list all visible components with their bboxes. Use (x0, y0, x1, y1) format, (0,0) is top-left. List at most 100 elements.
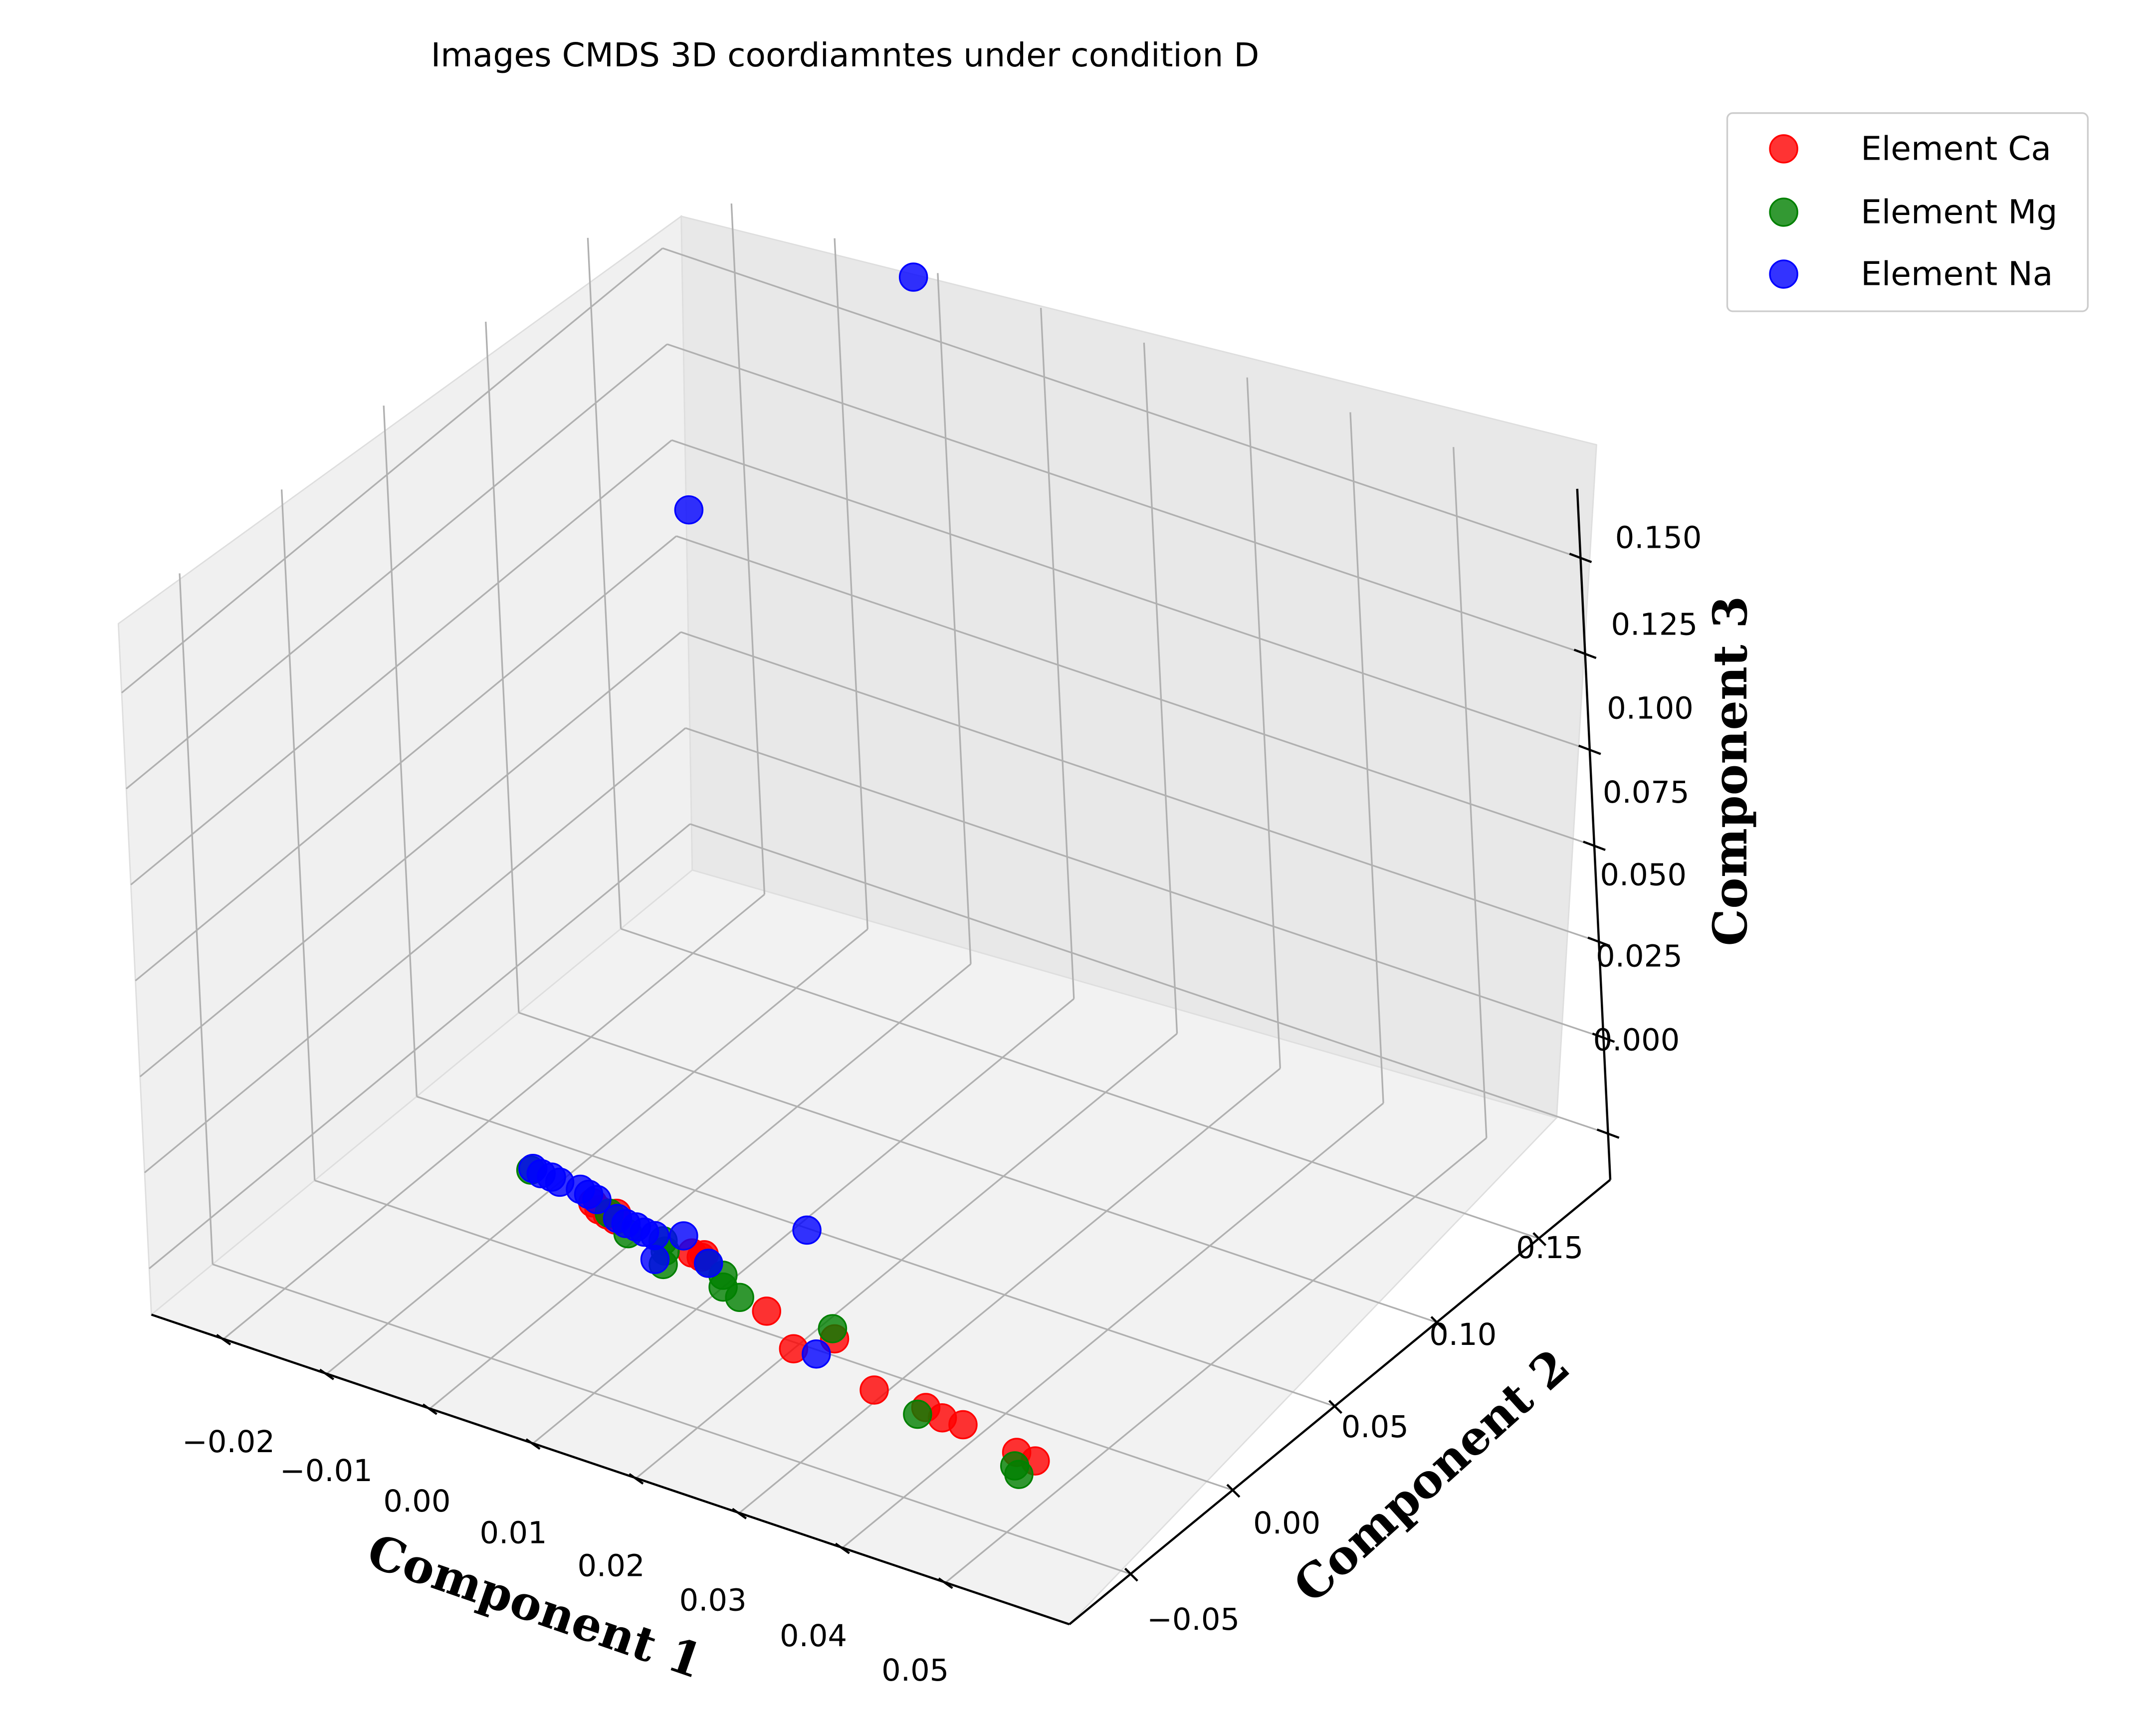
data-point (818, 1314, 848, 1343)
data-point (752, 1297, 782, 1326)
x-tick-label: 0.04 (780, 1619, 847, 1654)
legend: Element Ca Element Mg Element Na (1726, 112, 2089, 312)
z-tick-mark (1587, 936, 1611, 947)
grid-line (139, 631, 682, 1078)
grid-line (485, 321, 520, 1013)
grid-line (587, 237, 622, 929)
x-tick-label: −0.02 (182, 1425, 275, 1460)
grid-line (383, 406, 418, 1097)
z-tick-label: 0.100 (1607, 691, 1694, 726)
y-tick-label: 0.10 (1429, 1317, 1496, 1352)
grid-line (1246, 377, 1282, 1069)
grid-line (223, 893, 765, 1340)
data-point (802, 1339, 831, 1369)
x-tick-mark (525, 1438, 541, 1450)
x-tick-mark (629, 1473, 644, 1485)
x-axis-line (151, 1313, 1070, 1626)
x-tick-label: 0.02 (577, 1549, 644, 1584)
grid-line (212, 1263, 1131, 1575)
grid-line (676, 535, 1595, 847)
tick-marks (216, 553, 1620, 1589)
grid-line (280, 489, 316, 1181)
y-tick-labels: −0.05 0.00 0.05 0.10 0.15 (1147, 1231, 1583, 1637)
legend-frame (1726, 112, 2089, 312)
x-tick-mark (216, 1334, 231, 1345)
data-point (725, 1283, 754, 1312)
grid-line (121, 247, 663, 694)
y-tick-mark (1532, 1232, 1547, 1246)
z-tick-label: 0.025 (1596, 939, 1683, 974)
z-tick-label: 0.000 (1593, 1023, 1680, 1058)
grid-line (621, 928, 1539, 1240)
data-point (640, 1245, 670, 1274)
x-tick-mark (732, 1508, 747, 1519)
data-point (948, 1410, 978, 1440)
grid-line (730, 203, 766, 895)
grid-line (834, 238, 868, 929)
legend-entry-label: Element Ca (1861, 129, 2051, 168)
z-tick-mark (1596, 1128, 1620, 1139)
x-tick-mark (835, 1542, 850, 1554)
grid-line (326, 928, 868, 1375)
grid-line (662, 247, 1581, 559)
data-point (674, 495, 704, 525)
y-tick-mark (1430, 1316, 1445, 1330)
grid-line (144, 727, 686, 1173)
x-tick-label: 0.03 (679, 1583, 747, 1618)
data-point (694, 1249, 723, 1278)
y-tick-label: 0.00 (1253, 1506, 1320, 1541)
grid-line (135, 535, 677, 982)
x-tick-mark (319, 1368, 335, 1380)
grid-line (680, 631, 1599, 943)
z-tick-label: 0.125 (1611, 607, 1698, 642)
legend-marker (1769, 198, 1798, 227)
axes-panes (117, 215, 1597, 1625)
y-tick-label: 0.15 (1516, 1231, 1583, 1266)
data-point (1004, 1460, 1034, 1489)
legend-marker (1769, 134, 1798, 164)
x-tick-mark (422, 1403, 437, 1415)
z-axis-label: Component 3 (1703, 596, 1758, 946)
grid-line (126, 343, 668, 790)
grid-line (1349, 412, 1384, 1103)
grid-line (739, 1068, 1281, 1514)
data-point (903, 1399, 932, 1429)
data-point (669, 1221, 698, 1251)
grid-line (518, 1012, 1437, 1323)
z-tick-labels: 0.000 0.025 0.050 0.075 0.100 0.125 0.15… (1593, 521, 1702, 1058)
legend-entry-label: Element Mg (1861, 193, 2057, 231)
x-tick-label: −0.01 (280, 1454, 373, 1489)
grid-line (937, 273, 972, 964)
x-tick-label: 0.01 (480, 1516, 547, 1550)
data-point (582, 1185, 612, 1214)
legend-marker (1769, 259, 1798, 289)
x-tick-label: 0.00 (383, 1484, 450, 1519)
axis-lines (151, 488, 1612, 1626)
grid-line (149, 823, 691, 1270)
data-point (859, 1375, 889, 1405)
z-tick-label: 0.075 (1603, 775, 1690, 810)
grid-line (689, 823, 1609, 1135)
grid-line (1040, 308, 1075, 999)
x-tick-mark (938, 1577, 953, 1589)
z-axis-line (1576, 488, 1612, 1180)
grid-line (1143, 342, 1178, 1034)
z-tick-label: 0.150 (1615, 521, 1702, 556)
y-axis-label: Component 2 (1283, 1338, 1580, 1613)
z-tick-mark (1573, 649, 1597, 659)
z-tick-mark (1592, 1032, 1615, 1043)
z-tick-label: 0.050 (1600, 858, 1687, 892)
grid-line (636, 1033, 1178, 1479)
grid-line (666, 343, 1586, 655)
grid-line (429, 963, 972, 1409)
y-tick-mark (1328, 1400, 1343, 1414)
y-tick-label: −0.05 (1147, 1602, 1240, 1637)
y-axis-line (1068, 1179, 1611, 1625)
grid-line (416, 1095, 1335, 1407)
legend-entry-label: Element Na (1861, 255, 2053, 293)
x-tick-labels: −0.02 −0.01 0.00 0.01 0.02 0.03 0.04 0.0… (182, 1425, 949, 1688)
z-tick-mark (1583, 841, 1606, 851)
y-tick-mark (1226, 1484, 1241, 1498)
data-point (898, 262, 928, 292)
